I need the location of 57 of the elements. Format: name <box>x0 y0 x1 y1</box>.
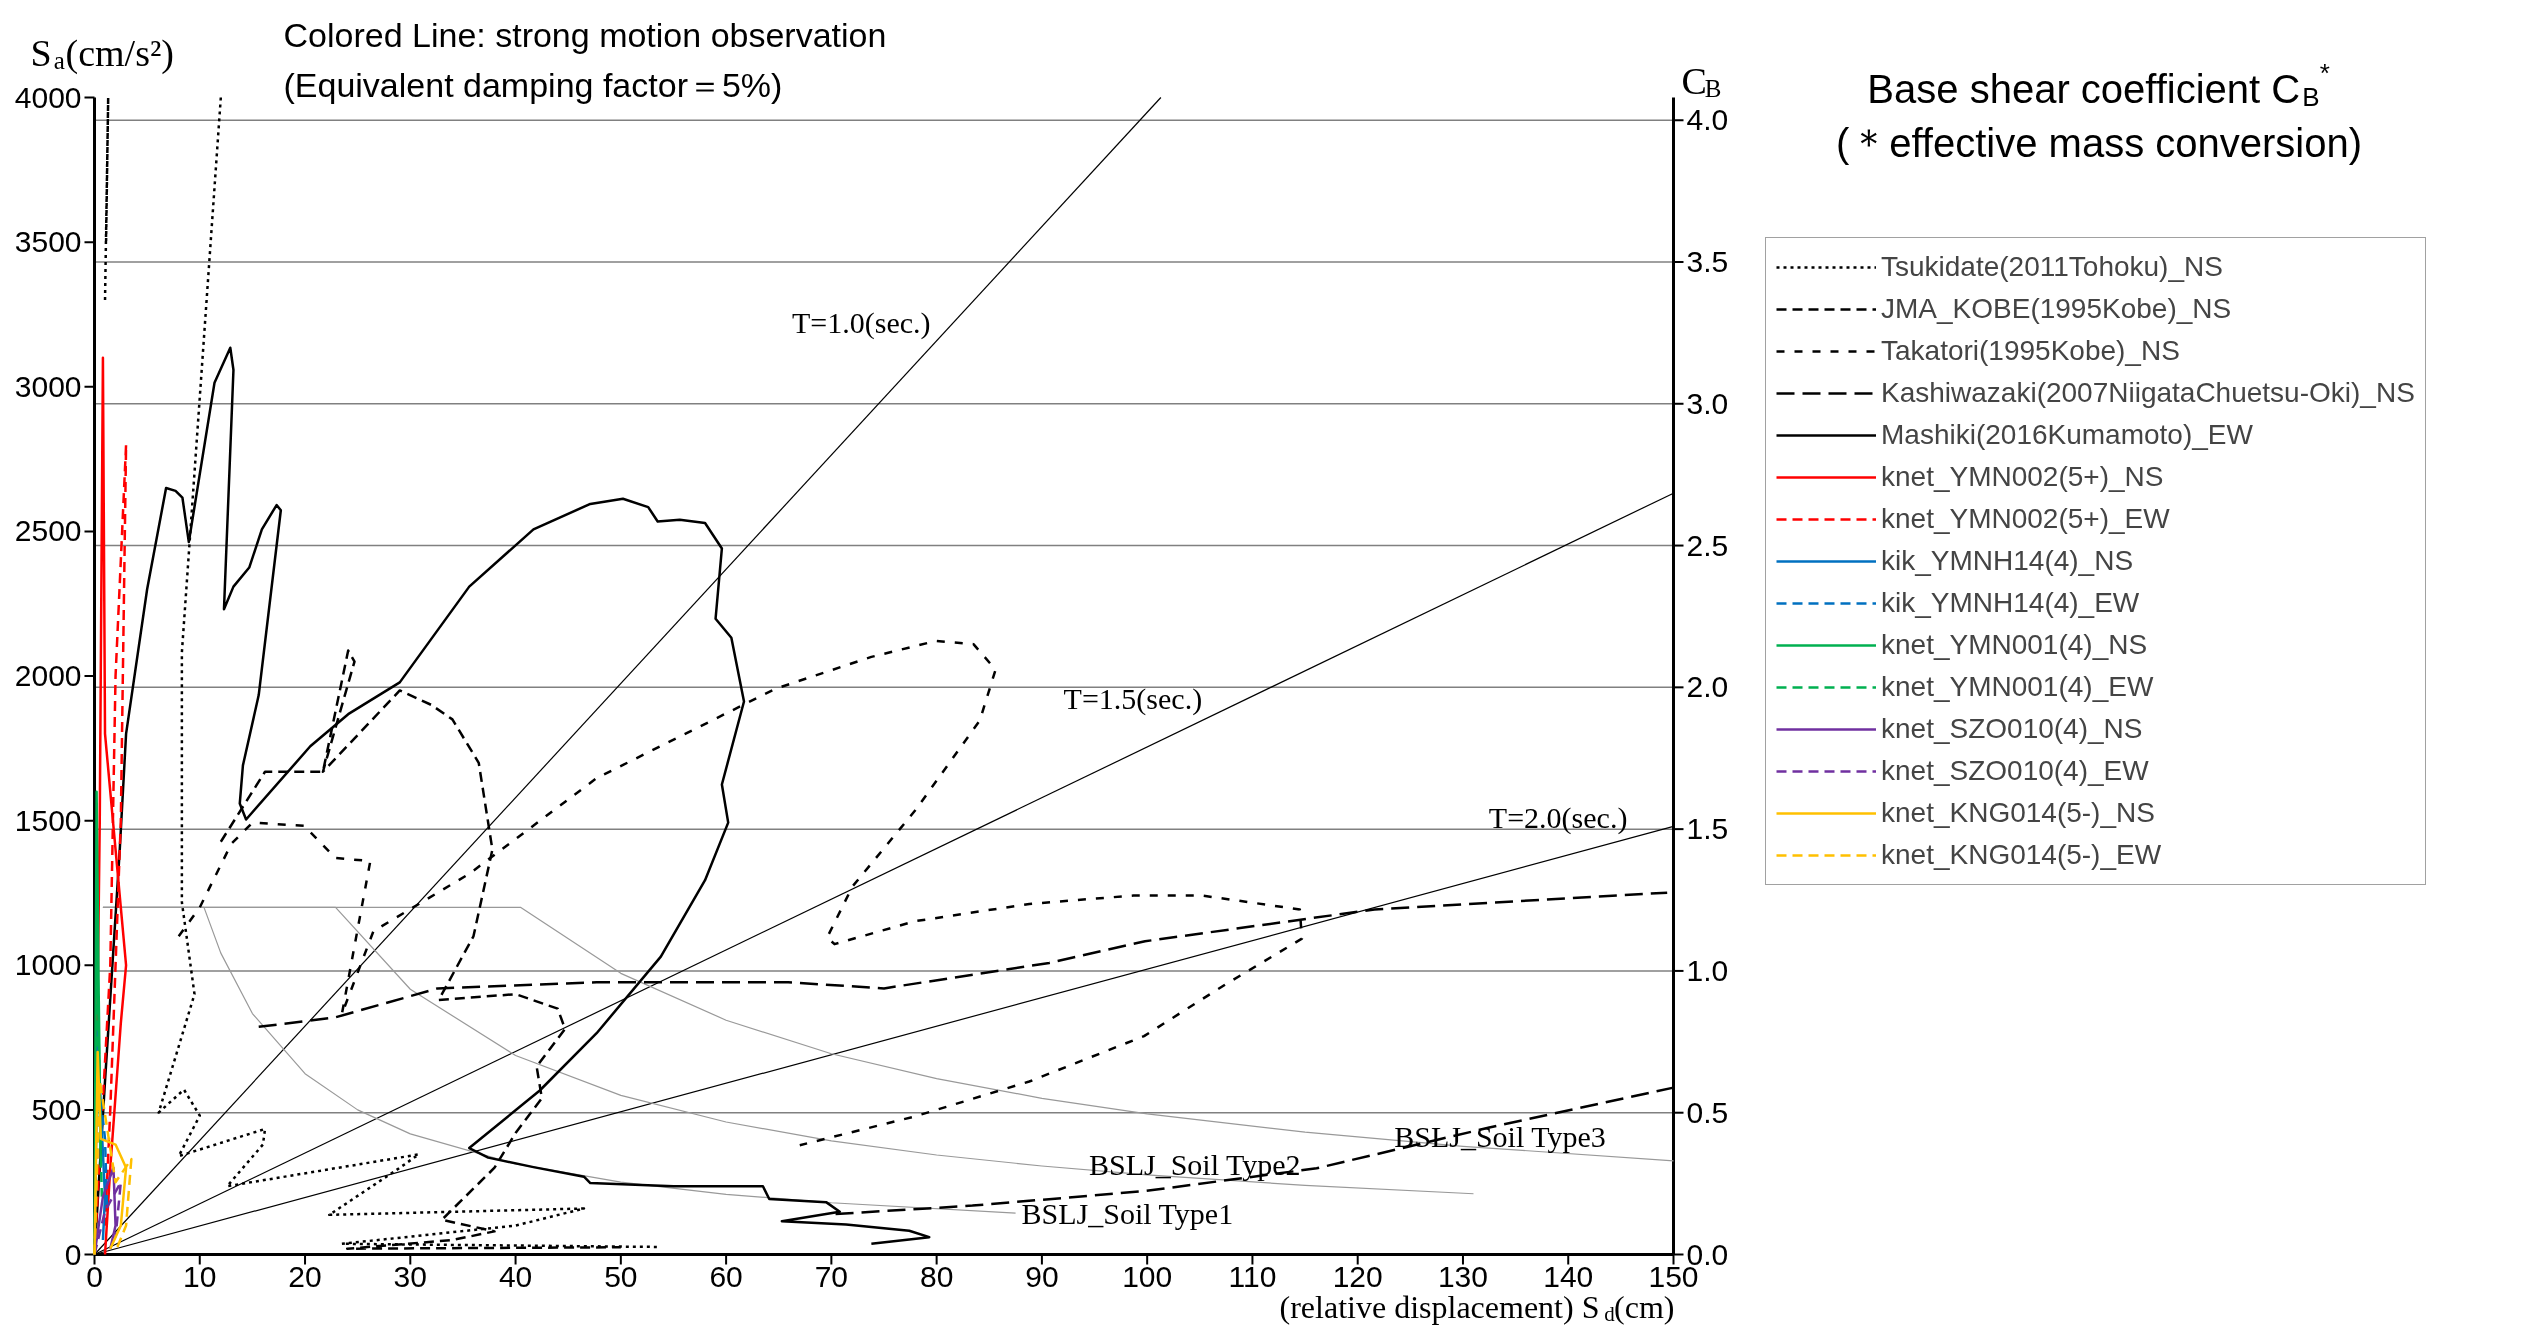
y-tick-label: 2000 <box>14 659 82 692</box>
annotation: T=2.0(sec.) <box>1488 800 1628 835</box>
y-axis-title: Sa(cm/s²) <box>30 31 175 75</box>
annotation: BSLJ_Soil Type2 <box>1088 1148 1301 1182</box>
y-tick-label: 1500 <box>14 803 82 837</box>
x-tick-label: 30 <box>393 1259 427 1293</box>
x-tick-label: 120 <box>1332 1259 1383 1293</box>
x-tick-label: 0 <box>86 1259 103 1293</box>
legend-label: knet_KNG014(5-)_EW <box>1881 838 2162 872</box>
annotation: T=1.5(sec.) <box>1063 681 1203 716</box>
y-tick-label: 0 <box>64 1237 82 1271</box>
x-tick-label: 70 <box>814 1259 849 1293</box>
y2-tick-label: 3.5 <box>1686 244 1729 278</box>
legend-label: knet_SZO010(4)_NS <box>1881 712 2143 746</box>
legend-label: JMA_KOBE(1995Kobe)_NS <box>1881 292 2232 326</box>
y2-tick-label: 1.5 <box>1686 812 1729 846</box>
legend-label: kik_YMNH14(4)_EW <box>1881 586 2140 620</box>
y-tick-label: 2500 <box>14 514 82 548</box>
y2-tick-label: 2.0 <box>1686 670 1729 704</box>
legend-label: knet_KNG014(5-)_NS <box>1881 796 2155 830</box>
y2-tick-label: 2.5 <box>1686 528 1729 562</box>
x-tick-label: 50 <box>604 1259 638 1293</box>
annotation: T=1.0(sec.) <box>792 306 931 341</box>
y-tick-label: 3000 <box>14 369 82 403</box>
chart-subtitle: (Equivalent damping factor＝5%) <box>283 65 783 104</box>
legend-label: kik_YMNH14(4)_NS <box>1881 544 2134 578</box>
y2-axis-title: CB <box>1681 59 1722 103</box>
annotation: BSLJ_Soil Type1 <box>1021 1196 1234 1230</box>
y-tick-label: 3500 <box>14 225 82 259</box>
x-tick-label: 60 <box>709 1259 743 1293</box>
legend-label: Takatori(1995Kobe)_NS <box>1881 334 2180 368</box>
legend-label: Kashiwazaki(2007NiigataChuetsu-Oki)_NS <box>1881 376 2415 410</box>
legend-label: knet_YMN001(4)_NS <box>1881 628 2148 662</box>
y-tick-label: 500 <box>31 1092 82 1126</box>
y2-tick-label: 3.0 <box>1686 386 1729 420</box>
chart-title: Colored Line: strong motion observation <box>283 15 887 54</box>
y2-tick-label: 1.0 <box>1686 953 1729 987</box>
y-tick-label: 1000 <box>14 948 82 982</box>
x-tick-label: 110 <box>1228 1259 1277 1293</box>
x-tick-label: 40 <box>498 1259 533 1293</box>
text: (＊effective mass conversion) <box>1835 120 2363 165</box>
x-tick-label: 140 <box>1543 1259 1594 1293</box>
y2-tick-label: 0.5 <box>1686 1095 1729 1129</box>
x-tick-label: 20 <box>288 1259 322 1293</box>
legend-label: knet_YMN001(4)_EW <box>1881 670 2154 704</box>
legend-label: knet_YMN002(5+)_NS <box>1881 460 2164 494</box>
y2-tick-label: 4.0 <box>1686 103 1729 137</box>
legend-label: knet_SZO010(4)_EW <box>1881 754 2149 788</box>
x-tick-label: 10 <box>183 1259 217 1293</box>
legend-label: Mashiki(2016Kumamoto)_EW <box>1881 418 2253 452</box>
x-tick-label: 100 <box>1122 1259 1173 1293</box>
x-tick-label: 130 <box>1437 1259 1488 1293</box>
x-tick-label: 90 <box>1025 1259 1059 1293</box>
y-tick-label: 4000 <box>14 80 82 114</box>
x-tick-label: 80 <box>919 1259 954 1293</box>
legend-label: Tsukidate(2011Tohoku)_NS <box>1881 250 2223 284</box>
legend-label: knet_YMN002(5+)_EW <box>1881 502 2170 536</box>
